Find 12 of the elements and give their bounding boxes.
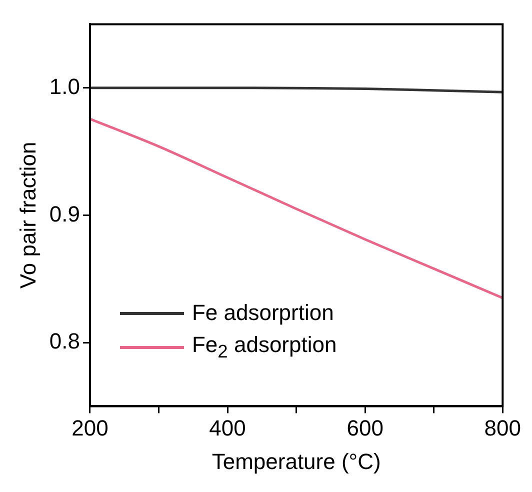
y-tick-label: 0.8	[49, 328, 80, 354]
x-tick-label: 800	[484, 415, 522, 440]
y-axis-title: Vo pair fraction	[15, 142, 40, 289]
y-tick-label: 1.0	[49, 74, 80, 99]
legend-label: Fe$_{2}$ adsorption	[192, 332, 337, 362]
x-tick-label: 200	[72, 415, 108, 440]
x-tick-label: 400	[209, 415, 246, 440]
legend-label: Fe adsorprtion	[192, 300, 334, 326]
line-series	[90, 118, 503, 300]
x-axis-title: Temperature (°C)	[212, 448, 381, 474]
x-tick-label: 600	[346, 415, 384, 440]
y-tick-label: 0.9	[49, 201, 80, 226]
